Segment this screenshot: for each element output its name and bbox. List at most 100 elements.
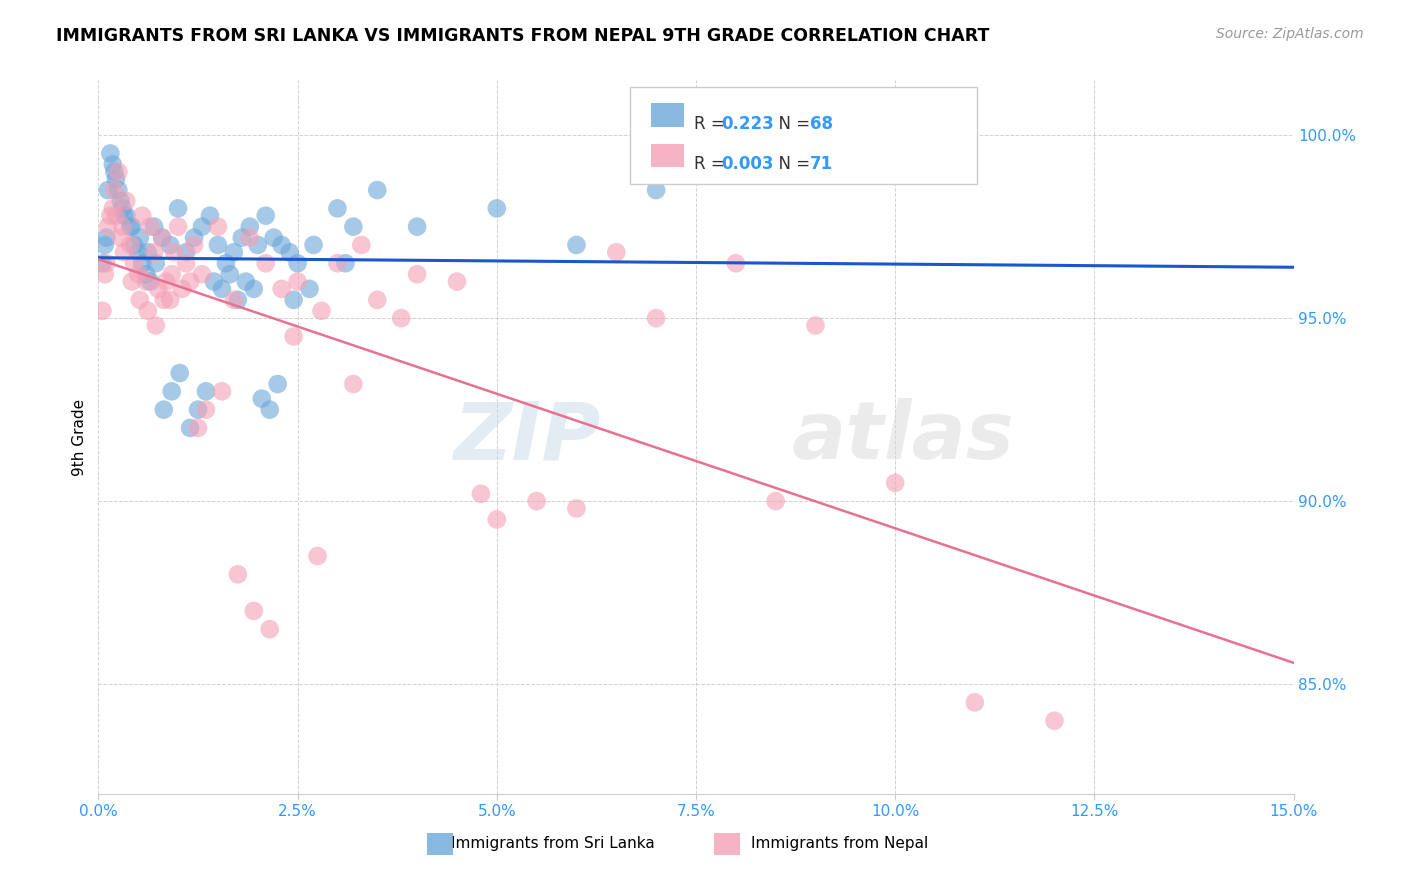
Point (765, 494, 787, 508)
Text: ZIP: ZIP (453, 398, 600, 476)
Point (148, 282, 170, 296)
Point (128, 293, 150, 307)
Point (143, 245, 166, 260)
Point (270, 238, 292, 252)
Point (243, 604, 266, 618)
Y-axis label: 9th Grade: 9th Grade (72, 399, 87, 475)
Point (283, 329, 305, 343)
Text: N =: N = (768, 155, 815, 173)
Point (101, 157, 124, 171)
Point (226, 293, 249, 307)
Point (120, 238, 142, 252)
Point (139, 219, 162, 234)
Point (160, 267, 183, 281)
Point (211, 282, 233, 296)
Point (470, 487, 492, 501)
Point (96, 230, 118, 244)
Text: N =: N = (768, 114, 815, 133)
FancyBboxPatch shape (714, 833, 740, 855)
FancyBboxPatch shape (651, 144, 685, 168)
Point (211, 384, 233, 399)
Point (127, 267, 149, 281)
Text: Immigrants from Nepal: Immigrants from Nepal (751, 837, 928, 851)
Point (145, 256, 167, 270)
Point (1043, 714, 1066, 728)
Point (366, 183, 388, 197)
Point (143, 219, 166, 234)
Point (231, 230, 253, 244)
Point (91, 256, 114, 270)
Point (183, 238, 205, 252)
Point (645, 183, 668, 197)
Text: 0.003: 0.003 (721, 155, 773, 173)
Point (342, 219, 364, 234)
Text: R =: R = (693, 155, 730, 173)
Point (172, 282, 194, 296)
Point (342, 377, 364, 392)
Point (254, 209, 277, 223)
Point (335, 256, 357, 270)
Point (97, 183, 120, 197)
Text: 0.223: 0.223 (721, 114, 773, 133)
Point (226, 567, 249, 582)
Point (98, 146, 122, 161)
Point (110, 194, 132, 208)
Point (187, 421, 209, 435)
Point (311, 303, 333, 318)
Point (222, 245, 245, 260)
Text: IMMIGRANTS FROM SRI LANKA VS IMMIGRANTS FROM NEPAL 9TH GRADE CORRELATION CHART: IMMIGRANTS FROM SRI LANKA VS IMMIGRANTS … (56, 27, 990, 45)
Point (96, 256, 118, 270)
Point (215, 256, 238, 270)
Point (159, 293, 181, 307)
Point (121, 219, 143, 234)
Point (222, 293, 245, 307)
Point (145, 318, 167, 333)
Point (127, 245, 149, 260)
Point (219, 267, 242, 281)
Point (110, 230, 132, 244)
Point (202, 275, 225, 289)
Point (605, 245, 627, 260)
Point (111, 219, 134, 234)
Point (804, 318, 827, 333)
Point (884, 475, 907, 490)
Point (139, 275, 162, 289)
Point (112, 245, 135, 260)
Point (150, 230, 173, 244)
Point (183, 230, 205, 244)
Point (167, 219, 190, 234)
Point (115, 194, 138, 208)
Point (104, 209, 127, 223)
Point (136, 245, 159, 260)
Point (485, 512, 508, 526)
Point (94, 267, 117, 281)
Point (526, 494, 548, 508)
Point (406, 267, 429, 281)
Point (239, 230, 262, 244)
Point (645, 311, 668, 326)
Point (565, 238, 588, 252)
Point (326, 256, 349, 270)
Point (191, 219, 214, 234)
Point (246, 238, 269, 252)
Point (179, 275, 201, 289)
Point (287, 275, 309, 289)
Point (446, 275, 468, 289)
Point (131, 209, 153, 223)
Point (239, 219, 262, 234)
Point (103, 183, 125, 197)
Point (97, 219, 120, 234)
Point (128, 230, 150, 244)
Point (302, 238, 325, 252)
Point (187, 402, 209, 417)
Point (235, 275, 257, 289)
Text: 71: 71 (810, 155, 832, 173)
FancyBboxPatch shape (651, 103, 685, 127)
Point (98, 209, 122, 223)
Point (136, 303, 159, 318)
Point (115, 209, 138, 223)
Text: 68: 68 (810, 114, 832, 133)
Point (179, 421, 201, 435)
Point (111, 202, 134, 216)
Point (103, 165, 125, 179)
